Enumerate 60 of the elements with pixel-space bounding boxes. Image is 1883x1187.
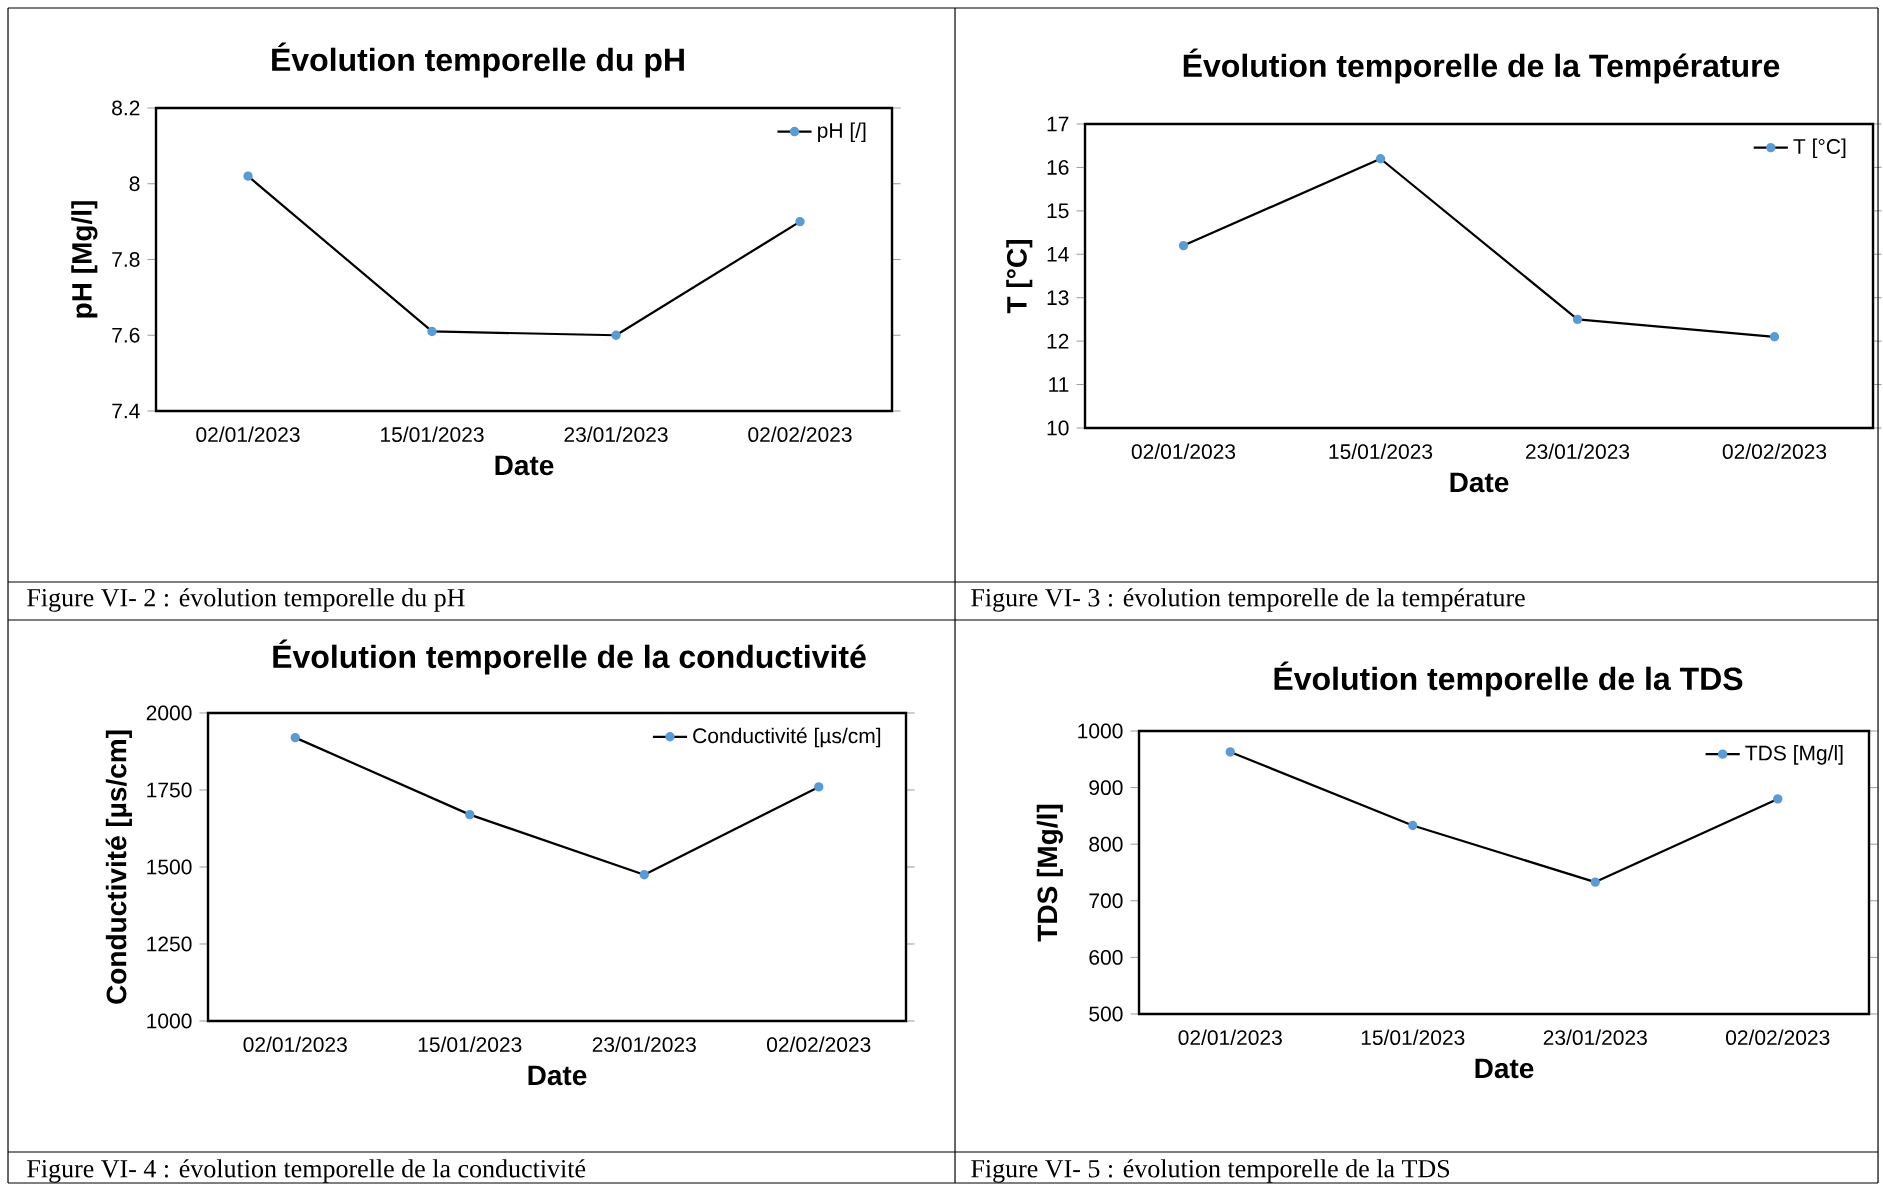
x-tick-label: 02/01/2023 [243,1036,347,1053]
text: Figure VI- 3 : évolution temporelle de la température [971,588,1525,612]
x-tick-label: 15/01/2023 [418,1036,522,1053]
x-axis-title: Date [1450,472,1509,493]
y-tick-label: 1250 [147,936,192,952]
text: Figure VI- 5 : évolution temporelle de la TDS [971,1159,1450,1183]
y-tick-label: 800 [1089,836,1123,852]
y-axis-title: T [°C] [1006,240,1033,314]
x-tick-label: 23/01/2023 [1543,1029,1647,1046]
legend-label: T [°C] [1793,138,1846,159]
x-tick-label: 02/02/2023 [748,426,852,443]
y-tick-label: 1000 [147,1013,192,1029]
y-axis-title: TDS [Mg/l] [1036,804,1063,942]
chart-title: Évolution temporelle du pH [272,42,684,78]
text: Figure VI- 4 : évolution temporelle de la conductivité [27,1159,586,1183]
y-tick-label: 1500 [147,859,192,875]
y-tick-label: 8 [129,176,140,192]
y-axis-title: pH [Mg/l] [71,201,98,318]
y-tick-label: 900 [1089,780,1123,796]
y-tick-label: 2000 [146,705,192,721]
y-tick-label: 8.2 [112,100,140,116]
x-tick-label: 02/01/2023 [196,426,300,443]
text: Figure VI- 2 : évolution temporelle du pH [27,588,465,612]
y-tick-label: 1750 [147,782,192,798]
x-tick-label: 23/01/2023 [564,426,668,443]
x-tick-label: 23/01/2023 [592,1036,696,1053]
y-tick-label: 500 [1089,1006,1123,1022]
y-axis-title: Conductivité [µs/cm] [105,730,132,1004]
y-tick-label: 7.4 [112,403,140,419]
y-tick-label: 7.6 [112,327,140,343]
chart-title: Évolution temporelle de la conductivité [273,639,866,675]
y-tick-label: 1000 [1078,723,1123,739]
x-tick-label: 15/01/2023 [381,426,484,443]
x-axis-title: Date [495,455,554,476]
x-tick-label: 02/01/2023 [1178,1029,1282,1046]
y-tick-label: 600 [1089,949,1123,965]
x-tick-label: 02/01/2023 [1131,443,1236,460]
x-tick-label: 02/02/2023 [1722,443,1827,460]
y-tick-label: 700 [1089,893,1123,909]
legend-label: Conductivité [µs/cm] [693,727,881,748]
y-tick-label: 11 [1049,377,1069,392]
legend-label: pH [/] [818,122,866,143]
y-tick-label: 12 [1047,333,1069,349]
y-tick-label: 13 [1047,290,1069,306]
chart-title: Évolution temporelle de la Température [1183,48,1780,84]
x-axis-title: Date [528,1065,587,1086]
legend-label: TDS [Mg/l] [1745,745,1843,765]
y-tick-label: 10 [1047,420,1069,436]
x-tick-label: 15/01/2023 [1361,1029,1465,1046]
y-tick-label: 15 [1047,203,1069,219]
chart-title: Évolution temporelle de la TDS [1274,661,1743,697]
x-tick-label: 15/01/2023 [1329,443,1433,460]
y-tick-label: 17 [1047,116,1069,132]
x-axis-title: Date [1475,1058,1534,1079]
x-tick-label: 02/02/2023 [767,1036,871,1053]
y-tick-label: 16 [1047,160,1069,175]
x-tick-label: 23/01/2023 [1526,443,1630,460]
x-tick-label: 02/02/2023 [1726,1029,1830,1046]
y-tick-label: 14 [1047,247,1069,262]
y-tick-label: 7.8 [112,252,140,267]
